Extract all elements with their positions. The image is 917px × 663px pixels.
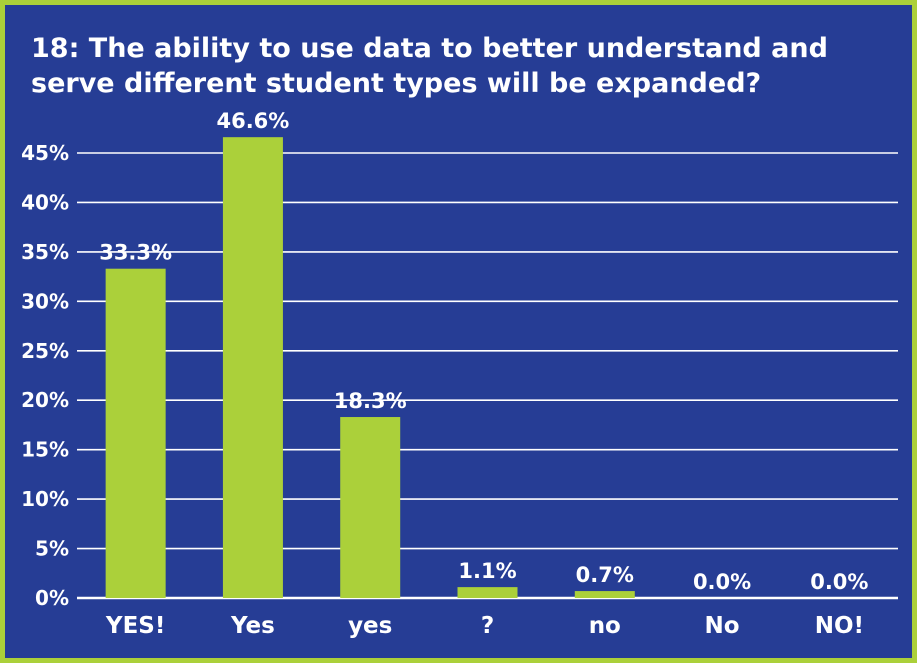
chart-title: 18: The ability to use data to better un…: [31, 33, 828, 99]
x-tick-label: Yes: [230, 613, 275, 639]
bar-3: [340, 417, 401, 598]
y-tick-label: 45%: [21, 141, 69, 165]
y-tick-label: 5%: [35, 537, 69, 561]
bar-2: [222, 137, 283, 598]
bar-1: [105, 268, 166, 598]
y-tick-label: 30%: [21, 289, 69, 313]
x-tick-label: No: [705, 613, 740, 639]
y-tick-label: 10%: [21, 487, 69, 511]
data-label: 0.0%: [693, 570, 751, 594]
y-tick-label: 35%: [21, 240, 69, 264]
y-tick-label: 15%: [21, 438, 69, 462]
data-label: 33.3%: [99, 241, 172, 265]
data-label: 1.1%: [458, 559, 516, 583]
data-label: 18.3%: [334, 389, 407, 413]
y-tick-label: 25%: [21, 339, 69, 363]
x-tick-label: yes: [348, 613, 392, 639]
x-tick-label: ?: [481, 613, 494, 639]
y-tick-label: 0%: [35, 586, 69, 610]
bar-4: [457, 587, 518, 598]
bar-5: [574, 591, 635, 598]
y-tick-label: 40%: [21, 190, 69, 214]
x-tick-label: no: [589, 613, 621, 639]
x-tick-label: NO!: [815, 613, 864, 639]
y-tick-label: 20%: [21, 388, 69, 412]
x-tick-label: YES!: [105, 613, 165, 639]
data-label: 0.7%: [576, 563, 634, 587]
data-label: 0.0%: [810, 570, 868, 594]
data-label: 46.6%: [216, 109, 289, 133]
